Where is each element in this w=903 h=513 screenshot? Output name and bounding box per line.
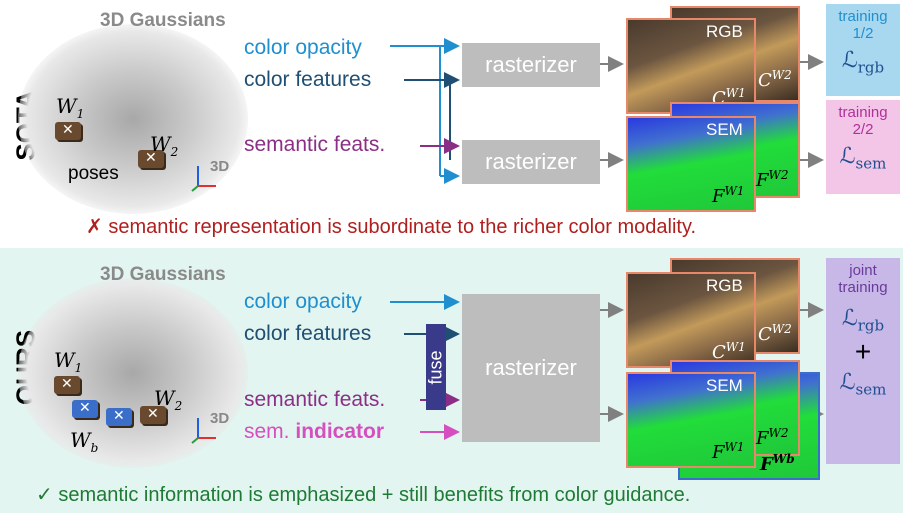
sem-tag: SEM [706,120,743,139]
rgb-front-label: CW1 [712,340,746,363]
rasterizer-top: rasterizer [462,43,600,87]
close-icon: ✕ [79,399,91,415]
sem-render-front [626,116,756,212]
w2-label: W2 [154,386,183,413]
close-icon: ✕ [61,375,73,391]
feature-semantic-feats: semantic feats. [244,388,386,411]
close-icon: ✕ [62,121,74,137]
sem-prefix: sem. [244,420,290,443]
feature-color-opacity: color opacity [244,36,362,59]
training-rgb-label: training [838,8,888,25]
rasterizer: rasterizer [462,294,600,442]
training-rgb-step: 1/2 [852,25,874,42]
w1-label: W1 [54,348,83,375]
training-sem-step: 2/2 [852,121,874,138]
sota-note: ✗ semantic representation is subordinate… [86,216,697,238]
rgb-tag: RGB [706,276,743,295]
axes-label: 3D [210,410,230,427]
fuse-block: fuse [426,324,446,410]
ours-note: ✓ semantic information is emphasized + s… [36,484,691,506]
close-icon: ✕ [147,405,159,421]
loss-sem: ℒsem [839,370,887,399]
indicator-label: indicator [295,420,385,443]
feature-color-features: color features [244,68,372,91]
sem-front-label: FW1 [712,440,745,463]
joint-training-box: joint training ℒrgb + ℒsem [826,258,900,464]
plus-sign: + [854,336,872,368]
sota-header: 3D Gaussians [100,10,226,31]
training-sem-label: training [838,104,888,121]
axes-label: 3D [210,158,230,175]
joint-training-label: joint training [838,262,888,296]
sem-back-label: FW2 [756,426,789,449]
pose-camera-w1: ✕ [54,375,80,394]
rgb-render-front [626,18,756,114]
axes-icon-svg [191,418,216,444]
loss-sem: ℒsem [839,144,887,173]
pose-camera-w2: ✕ [140,405,166,424]
feature-sem-indicator: sem. indicator [244,420,384,444]
training-sem-box: training 2/2 ℒsem [826,100,900,194]
sota-arrows [390,38,824,184]
wb-label: Wb [70,428,99,455]
sem-back-label: FW2 [756,168,789,191]
sem-tag: SEM [706,376,743,395]
sem-front-label: FW1 [712,184,745,207]
ours-panel: OURS 3D Gaussians ✕ ✕ ✕ ✕ W1 W2 Wb 3D co… [0,248,903,513]
pose-camera-wb1: ✕ [72,399,98,418]
axes-icon-svg [191,166,216,192]
loss-rgb: ℒrgb [841,306,885,335]
gaussian-scene-image [18,278,248,468]
sem-render-front [626,372,756,468]
poses-label: poses [68,163,119,184]
training-rgb-box: training 1/2 ℒrgb [826,4,900,96]
rgb-back-label: CW2 [758,322,792,345]
fuse-label: fuse [425,349,446,385]
rgb-tag: RGB [706,22,743,41]
close-icon: ✕ [145,149,157,165]
feature-semantic-feats: semantic feats. [244,133,386,156]
ours-header: 3D Gaussians [100,264,226,285]
loss-rgb: ℒrgb [841,48,885,77]
w2-label: W2 [150,132,179,159]
pose-camera-wb2: ✕ [106,407,132,426]
close-icon: ✕ [113,407,125,423]
w1-label: W1 [56,94,85,121]
rasterizer-bottom: rasterizer [462,140,600,184]
axes-icon [190,160,226,192]
sem-third-label: FWb [760,452,795,475]
sota-panel: SOTA 3D Gaussians ✕ ✕ W1 W2 poses 3D col… [0,0,903,244]
feature-color-features: color features [244,322,372,345]
pose-camera-w2: ✕ [138,149,164,168]
feature-color-opacity: color opacity [244,290,362,313]
gaussian-scene-image [18,24,248,214]
pose-camera-w1: ✕ [55,121,81,140]
rgb-render-front [626,272,756,368]
axes-icon [190,412,226,444]
rgb-back-label: CW2 [758,68,792,91]
